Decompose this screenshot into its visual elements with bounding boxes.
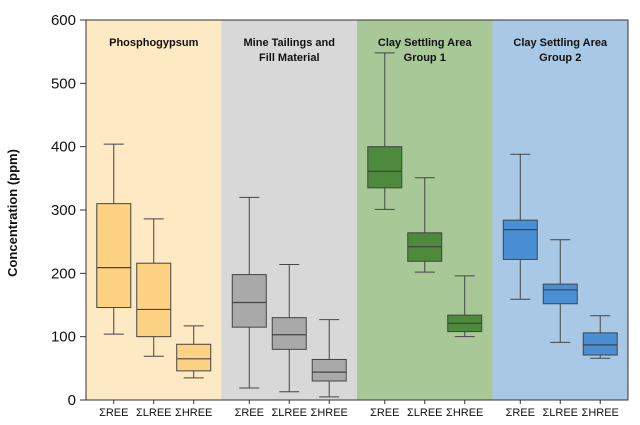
category-label: ΣHREE bbox=[582, 407, 619, 419]
iqr-box bbox=[367, 146, 403, 189]
category-label: ΣLREE bbox=[136, 407, 172, 419]
y-tick-label: 100 bbox=[51, 329, 76, 346]
plot-frame bbox=[85, 19, 629, 401]
y-tick-label: 300 bbox=[51, 202, 76, 219]
iqr-box bbox=[582, 332, 618, 356]
group-title: Fill Material bbox=[259, 52, 320, 64]
iqr-box bbox=[502, 219, 538, 260]
iqr-box bbox=[96, 203, 132, 309]
y-tick-label: 600 bbox=[51, 12, 76, 29]
group-title: Mine Tailings and bbox=[244, 37, 335, 49]
iqr-box bbox=[311, 358, 347, 382]
iqr-box bbox=[542, 283, 578, 305]
y-tick-label: 400 bbox=[51, 139, 76, 156]
category-label: ΣREE bbox=[99, 407, 128, 419]
iqr-box bbox=[271, 317, 307, 350]
category-label: ΣLREE bbox=[542, 407, 578, 419]
y-tick-label: 0 bbox=[68, 392, 76, 409]
category-label: ΣREE bbox=[370, 407, 399, 419]
boxes bbox=[96, 52, 618, 398]
group-title: Group 2 bbox=[539, 52, 581, 64]
group-panels bbox=[86, 20, 628, 400]
category-label: ΣHREE bbox=[311, 407, 348, 419]
y-tick-label: 500 bbox=[51, 75, 76, 92]
iqr-box bbox=[176, 343, 212, 372]
group-title: Clay Settling Area bbox=[513, 37, 608, 49]
category-label: ΣHREE bbox=[446, 407, 483, 419]
iqr-box bbox=[231, 274, 267, 328]
iqr-box bbox=[136, 262, 172, 338]
group-title: Phosphogypsum bbox=[109, 37, 198, 49]
category-label: ΣREE bbox=[506, 407, 535, 419]
category-label: ΣREE bbox=[235, 407, 264, 419]
category-label: ΣLREE bbox=[271, 407, 307, 419]
category-label: ΣHREE bbox=[175, 407, 212, 419]
category-label: ΣLREE bbox=[407, 407, 443, 419]
group-title: Group 1 bbox=[404, 52, 446, 64]
y-axis-title: Concentration (ppm) bbox=[5, 149, 20, 277]
y-tick-label: 200 bbox=[51, 265, 76, 282]
axes bbox=[80, 19, 629, 404]
group-title: Clay Settling Area bbox=[378, 37, 473, 49]
